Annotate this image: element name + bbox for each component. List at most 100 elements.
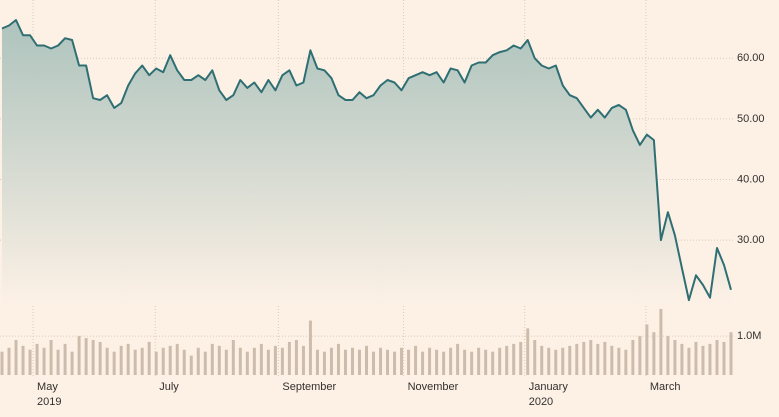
volume-bar [301, 345, 305, 375]
volume-bar [582, 341, 586, 375]
volume-bar [435, 349, 439, 375]
volume-bar [77, 336, 81, 375]
volume-bar [42, 347, 46, 375]
volume-bar [561, 347, 565, 375]
volume-bar [147, 341, 151, 375]
volume-bar [112, 351, 116, 375]
volume-bar [259, 343, 263, 375]
volume-bar [266, 349, 270, 375]
volume-bar [421, 351, 425, 375]
price-area [2, 20, 731, 305]
volume-bar [540, 345, 544, 375]
volume-bar [245, 351, 249, 375]
volume-bar [442, 351, 446, 375]
volume-bar [196, 347, 200, 375]
volume-bar [231, 340, 235, 375]
volume-bar [575, 343, 579, 375]
volume-bar [91, 340, 95, 375]
volume-bar [308, 320, 312, 375]
volume-bar [477, 347, 481, 375]
volume-bar [119, 345, 123, 375]
volume-bar [273, 345, 277, 375]
volume-bar [343, 349, 347, 375]
y-tick-label: 40.00 [737, 173, 765, 185]
volume-bar [680, 343, 684, 375]
x-tick-label: September [282, 381, 336, 393]
volume-bar [70, 351, 74, 375]
volume-bar [533, 340, 537, 375]
volume-bar [161, 347, 165, 375]
volume-bar [568, 345, 572, 375]
volume-bar [645, 324, 649, 375]
volume-bar [400, 347, 404, 375]
volume-bar [491, 351, 495, 375]
volume-bar [393, 351, 397, 375]
volume-bar [624, 349, 628, 375]
volume-bar [329, 347, 333, 375]
volume-bar [407, 349, 411, 375]
volume-bar [673, 340, 677, 375]
volume-bar [701, 345, 705, 375]
volume-bar [547, 347, 551, 375]
volume-bar [386, 349, 390, 375]
volume-bar [49, 340, 53, 375]
volume-bar [350, 347, 354, 375]
volume-bar [666, 336, 670, 375]
volume-bar [379, 347, 383, 375]
volume-bar [189, 355, 193, 375]
volume-bar [182, 349, 186, 375]
volume-bar [729, 332, 733, 375]
volume-bar [449, 347, 453, 375]
x-tick-label: November [408, 381, 459, 393]
volume-bar [365, 345, 368, 375]
y-tick-label: 30.00 [737, 234, 765, 246]
volume-bar [28, 349, 32, 375]
volume-bar [0, 351, 4, 375]
y-tick-label: 60.00 [737, 52, 765, 64]
volume-bar [140, 347, 144, 375]
volume-bar [463, 349, 467, 375]
volume-bar [694, 341, 698, 375]
volume-bar [519, 341, 523, 375]
volume-bar [7, 347, 11, 375]
x-tick-label: January [529, 381, 569, 393]
y-tick-label: 50.00 [737, 113, 765, 125]
volume-bar [322, 351, 326, 375]
volume-bar [603, 341, 607, 375]
y-tick-label: 1.0M [737, 330, 761, 342]
volume-bar [133, 349, 137, 375]
volume-bar [470, 351, 474, 375]
volume-bar [596, 343, 600, 375]
volume-bar [252, 347, 256, 375]
volume-bar [526, 328, 530, 375]
x-tick-year: 2019 [37, 396, 61, 408]
volume-bar [554, 349, 558, 375]
x-tick-label: March [650, 381, 681, 393]
x-tick-year: 2020 [529, 396, 553, 408]
volume-bar [35, 343, 39, 375]
volume-bar [14, 340, 18, 375]
volume-bar [617, 347, 621, 375]
volume-bar [98, 341, 102, 375]
volume-bar [21, 345, 25, 375]
volume-bar [175, 343, 179, 375]
volume-bar [372, 351, 376, 375]
volume-bar [357, 349, 361, 375]
volume-bar [428, 347, 432, 375]
x-tick-label: May [37, 381, 58, 393]
volume-bar [84, 338, 88, 375]
volume-bar [687, 347, 691, 375]
volume-bar [294, 340, 298, 375]
volume-bar [715, 340, 719, 375]
volume-bar [154, 351, 158, 375]
volume-bar [203, 351, 207, 375]
volume-bar [287, 341, 291, 375]
volume-bar [238, 347, 242, 375]
price-line [1, 19, 732, 302]
volume-bar [505, 345, 509, 375]
volume-bar [456, 343, 460, 375]
volume-bar [224, 349, 228, 375]
volume-bar [168, 345, 172, 375]
